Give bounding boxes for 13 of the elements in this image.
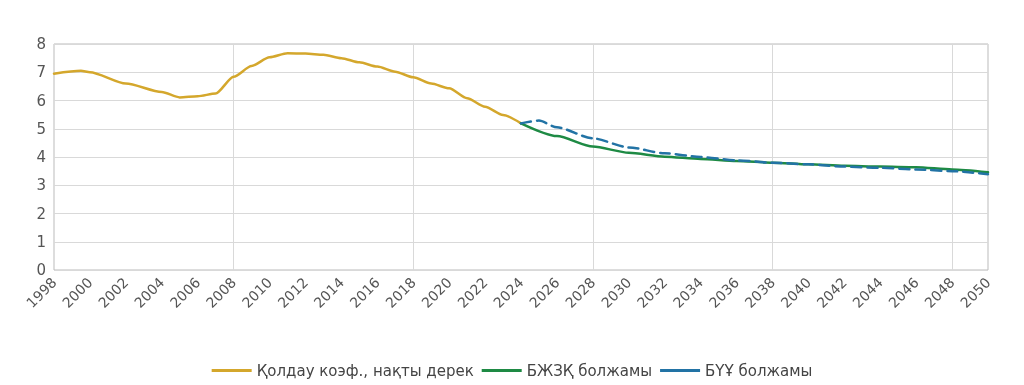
line-series (52, 52, 523, 125)
y-tick-label: 7 (36, 63, 46, 82)
y-tick-label: 2 (36, 204, 46, 223)
legend-label: БҮҰ болжамы (705, 361, 813, 380)
y-tick-label: 6 (36, 91, 46, 110)
y-tick-label: 0 (36, 261, 46, 279)
legend-label: БЖЗҚ болжамы (526, 361, 653, 380)
y-tick-label: 5 (36, 119, 46, 138)
y-tick-label: 8 (36, 35, 46, 53)
legend-label: Қолдау коэф., нақты дерек (256, 361, 474, 380)
y-tick-label: 4 (36, 148, 46, 166)
y-tick-label: 3 (36, 176, 46, 195)
y-tick-label: 1 (36, 232, 46, 251)
